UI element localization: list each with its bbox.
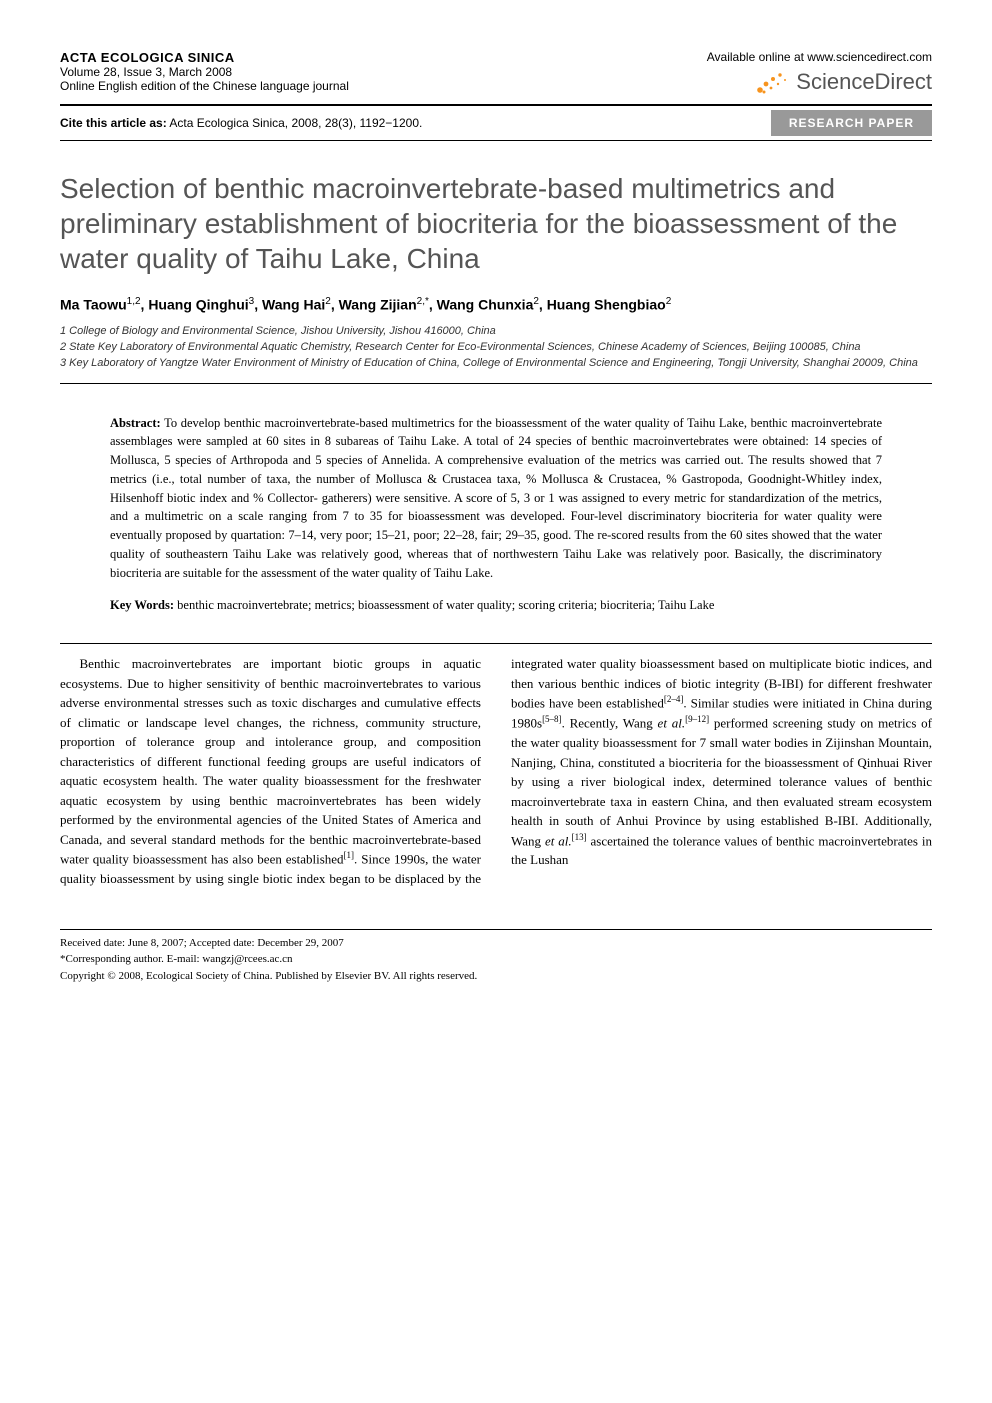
footer-copyright: Copyright © 2008, Ecological Society of … bbox=[60, 969, 932, 984]
sciencedirect-logo: ScienceDirect bbox=[707, 68, 932, 96]
keywords-block: Key Words: benthic macroinvertebrate; me… bbox=[110, 598, 882, 613]
online-block: Available online at www.sciencedirect.co… bbox=[707, 50, 932, 96]
abstract-label: Abstract: bbox=[110, 416, 161, 430]
abstract-text: To develop benthic macroinvertebrate-bas… bbox=[110, 416, 882, 580]
body-columns: Benthic macroinvertebrates are important… bbox=[60, 654, 932, 888]
journal-issue: Volume 28, Issue 3, March 2008 bbox=[60, 65, 349, 79]
cite-text: Cite this article as: Acta Ecologica Sin… bbox=[60, 116, 422, 130]
sciencedirect-text: ScienceDirect bbox=[796, 69, 932, 95]
cite-row: Cite this article as: Acta Ecologica Sin… bbox=[60, 110, 932, 136]
keywords-label: Key Words: bbox=[110, 598, 174, 612]
footer: Received date: June 8, 2007; Accepted da… bbox=[60, 929, 932, 984]
journal-edition: Online English edition of the Chinese la… bbox=[60, 79, 349, 93]
body-paragraph: Benthic macroinvertebrates are important… bbox=[60, 654, 932, 888]
affiliation-1: 1 College of Biology and Environmental S… bbox=[60, 325, 932, 337]
keywords-text: benthic macroinvertebrate; metrics; bioa… bbox=[174, 598, 714, 612]
authors: Ma Taowu1,2, Huang Qinghui3, Wang Hai2, … bbox=[60, 296, 932, 313]
rule-top-thick bbox=[60, 104, 932, 106]
affiliation-2: 2 State Key Laboratory of Environmental … bbox=[60, 341, 932, 353]
footer-received: Received date: June 8, 2007; Accepted da… bbox=[60, 936, 932, 951]
article-title: Selection of benthic macroinvertebrate-b… bbox=[60, 171, 932, 276]
header-row: ACTA ECOLOGICA SINICA Volume 28, Issue 3… bbox=[60, 50, 932, 96]
rule-after-affiliations bbox=[60, 383, 932, 384]
rule-top-thin bbox=[60, 140, 932, 141]
rule-before-body bbox=[60, 643, 932, 644]
online-available-text: Available online at www.sciencedirect.co… bbox=[707, 50, 932, 64]
journal-info: ACTA ECOLOGICA SINICA Volume 28, Issue 3… bbox=[60, 50, 349, 93]
sciencedirect-icon bbox=[754, 68, 790, 96]
journal-name: ACTA ECOLOGICA SINICA bbox=[60, 50, 349, 65]
cite-value: Acta Ecologica Sinica, 2008, 28(3), 1192… bbox=[167, 116, 423, 130]
affiliation-3: 3 Key Laboratory of Yangtze Water Enviro… bbox=[60, 357, 932, 369]
footer-corresponding: *Corresponding author. E-mail: wangzj@rc… bbox=[60, 952, 932, 967]
cite-label: Cite this article as: bbox=[60, 116, 167, 130]
research-paper-badge: RESEARCH PAPER bbox=[771, 110, 932, 136]
abstract-block: Abstract: To develop benthic macroinvert… bbox=[110, 414, 882, 583]
